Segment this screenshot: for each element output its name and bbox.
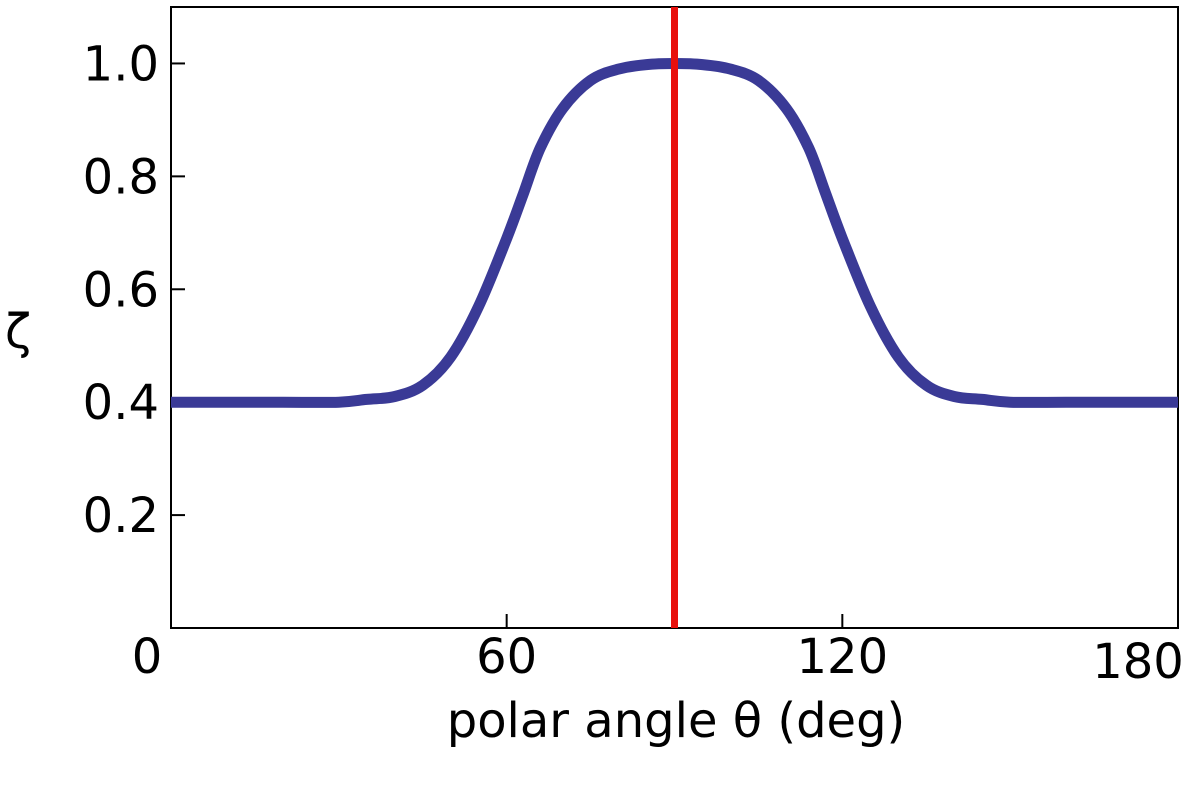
x-axis-ticks: 0 60 120 180: [132, 614, 1184, 690]
y-tick-label: 1.0: [83, 36, 159, 92]
y-tick-label: 0.2: [83, 488, 159, 544]
x-tick-label: 60: [476, 629, 537, 685]
x-tick-label: 0: [132, 629, 163, 685]
y-tick-label: 0.8: [83, 149, 159, 205]
y-axis-ticks: 0.2 0.4 0.6 0.8 1.0: [83, 36, 185, 544]
x-axis-label: polar angle θ (deg): [447, 693, 906, 749]
x-tick-label: 120: [797, 629, 889, 685]
y-axis-label: ζ: [5, 304, 31, 360]
y-tick-label: 0.4: [83, 375, 159, 431]
y-tick-label: 0.6: [83, 262, 159, 318]
x-tick-label: 180: [1092, 634, 1184, 690]
